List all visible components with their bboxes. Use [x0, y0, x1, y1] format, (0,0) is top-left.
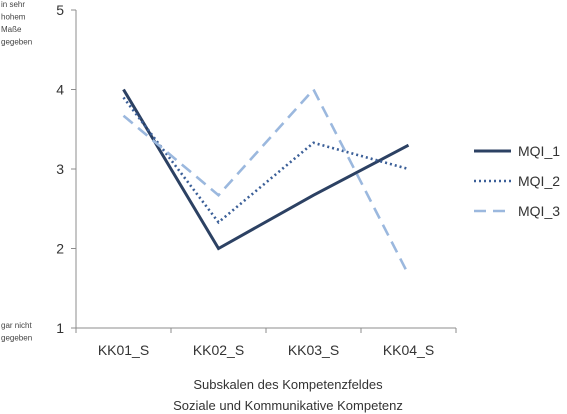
y-tick-label: 4 [56, 82, 64, 98]
axes [71, 9, 457, 333]
x-axis-title: Subskalen des Kompetenzfeldes Soziale und… [173, 377, 403, 413]
legend: MQI_1 MQI_2 MQI_3 [474, 143, 560, 219]
x-tick-label: KK04_S [383, 342, 434, 358]
y-bottom-annotation-line: gegeben [1, 334, 32, 343]
legend-label: MQI_3 [518, 203, 560, 219]
x-tick-label: KK02_S [193, 342, 244, 358]
x-tick-label: KK01_S [98, 342, 149, 358]
y-tick-label: 2 [56, 241, 64, 257]
y-bottom-annotation-line: gar nicht [1, 321, 32, 330]
y-tick-labels: 1 2 3 4 5 [56, 2, 64, 336]
x-axis-title-line: Soziale und Kommunikative Kompetenz [173, 398, 403, 413]
y-tick-label: 5 [56, 2, 64, 18]
y-top-annotation: in sehr hohem Maße gegeben [1, 0, 32, 47]
series-line-mqi-3 [122, 87, 410, 276]
y-top-annotation-line: Maße [1, 25, 22, 34]
y-tick-label: 1 [56, 320, 64, 336]
series-lines [122, 87, 410, 276]
y-bottom-annotation: gar nicht gegeben [1, 321, 32, 343]
legend-label: MQI_1 [518, 143, 560, 159]
y-top-annotation-line: gegeben [1, 38, 32, 47]
legend-label: MQI_2 [518, 173, 560, 189]
y-tick-label: 3 [56, 161, 64, 177]
x-axis-title-line: Subskalen des Kompetenzfeldes [193, 377, 383, 392]
y-top-annotation-line: hohem [1, 13, 26, 22]
x-tick-label: KK03_S [288, 342, 339, 358]
x-tick-labels: KK01_S KK02_S KK03_S KK04_S [98, 342, 434, 358]
y-top-annotation-line: in sehr [1, 0, 25, 9]
series-line-mqi-1 [122, 88, 410, 251]
